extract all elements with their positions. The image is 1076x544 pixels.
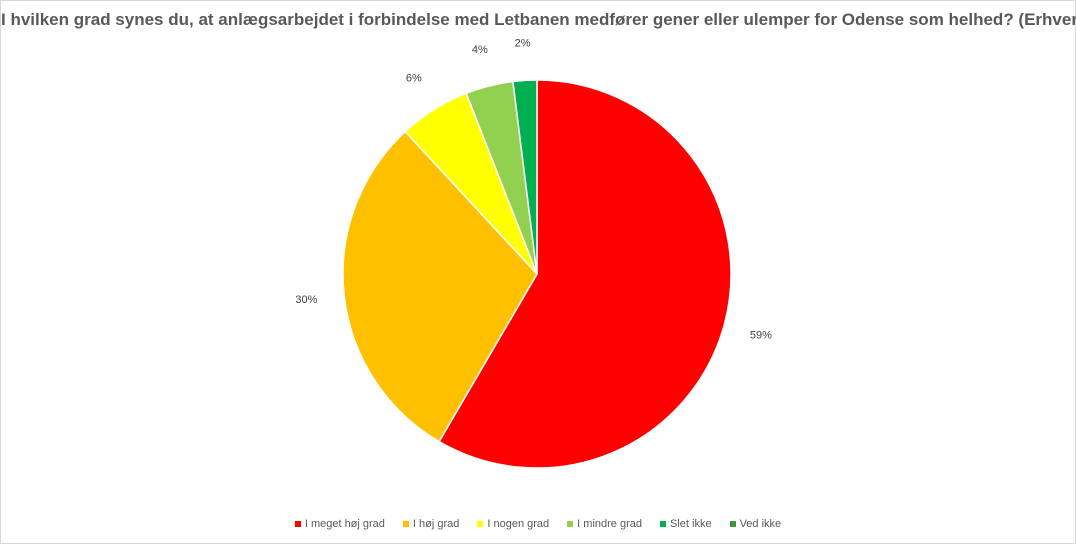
legend-swatch [729, 521, 736, 527]
data-label-i-mindre-grad: 4% [472, 44, 488, 56]
legend-item-i-meget-høj-grad: I meget høj grad [294, 518, 385, 530]
pie-slice-slet-ikke [512, 79, 538, 275]
legend-label: I meget høj grad [304, 518, 385, 530]
legend-label: Ved ikke [739, 518, 782, 530]
data-label-i-høj-grad: 30% [295, 294, 317, 306]
legend: I meget høj grad I høj grad I nogen grad I … [1, 518, 1075, 530]
data-label-slet-ikke: 2% [515, 37, 531, 49]
data-label-i-meget-høj-grad: 59% [750, 330, 772, 342]
legend-swatch [567, 521, 574, 527]
data-label-i-nogen-grad: 6% [406, 72, 422, 84]
chart-title: I hvilken grad synes du, at anlægsarbejd… [1, 10, 1076, 29]
legend-label: I høj grad [412, 518, 460, 530]
pie-chart: 59% 30% 6% 4% 2% [295, 37, 772, 469]
legend-item-ved-ikke: Ved ikke [729, 518, 782, 530]
legend-label: I nogen grad [487, 518, 550, 530]
legend-swatch [402, 521, 409, 527]
pie-slice-i-høj-grad [342, 130, 538, 443]
legend-label: Slet ikke [669, 518, 712, 530]
legend-swatch [294, 521, 301, 527]
legend-item-i-mindre-grad: I mindre grad [567, 518, 642, 530]
legend-swatch [659, 521, 666, 527]
legend-item-i-høj-grad: I høj grad [402, 518, 460, 530]
legend-item-i-nogen-grad: I nogen grad [477, 518, 549, 530]
legend-item-slet-ikke: Slet ikke [659, 518, 712, 530]
legend-label: I mindre grad [577, 518, 642, 530]
legend-swatch [477, 521, 484, 527]
pie-slice-i-meget-høj-grad [438, 79, 732, 469]
